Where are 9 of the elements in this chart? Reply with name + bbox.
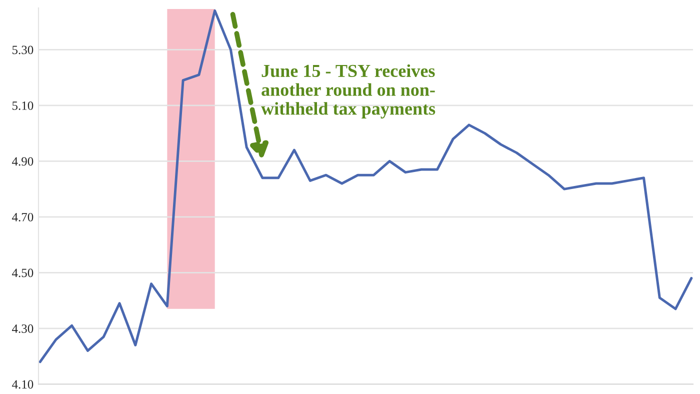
annotation: June 15 - TSY receives another round on non- withheld tax payments [261, 64, 436, 119]
y-tick-label: 4.50 [12, 268, 34, 278]
y-tick-label: 5.10 [12, 101, 34, 110]
y-tick-label: 4.10 [12, 380, 34, 389]
y-tick-label: 4.70 [12, 212, 34, 222]
y-tick-label: 5.30 [12, 46, 34, 54]
y-tick-label: 4.90 [12, 157, 34, 166]
y-tick-label: 4.30 [12, 324, 34, 333]
line-series [38, 9, 693, 364]
